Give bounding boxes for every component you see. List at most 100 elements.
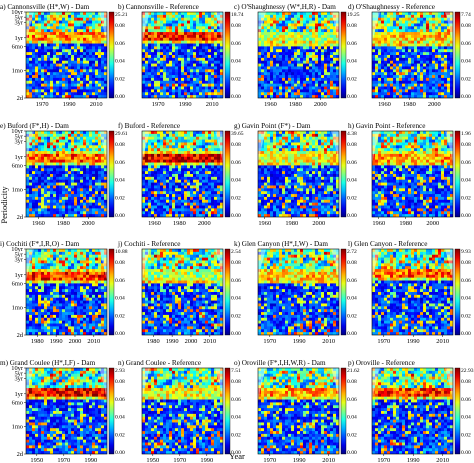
heatmap-cell xyxy=(393,23,397,27)
heatmap-cell xyxy=(166,139,170,143)
heatmap-cell xyxy=(92,136,96,140)
heatmap-cell xyxy=(142,191,146,195)
heatmap-cell xyxy=(199,92,203,96)
heatmap-cell xyxy=(175,159,179,163)
heatmap-cell xyxy=(29,208,33,212)
heatmap-cell xyxy=(261,37,265,42)
heatmap-cell xyxy=(38,66,42,70)
heatmap-cell xyxy=(408,43,412,47)
heatmap-cell xyxy=(38,60,42,64)
heatmap-cell xyxy=(163,92,167,96)
heatmap-cell xyxy=(26,29,30,33)
heatmap-cell xyxy=(65,136,69,140)
heatmap-cell xyxy=(432,49,436,53)
heatmap-cell xyxy=(53,176,57,181)
heatmap-cell xyxy=(208,179,212,183)
heatmap-cell xyxy=(217,66,221,70)
heatmap-cell xyxy=(315,92,319,96)
heatmap-cell xyxy=(294,49,298,53)
heatmap-cell xyxy=(282,20,286,24)
heatmap-cell xyxy=(83,57,87,62)
heatmap-cell xyxy=(172,89,176,93)
heatmap-cell xyxy=(47,55,51,59)
heatmap-cell xyxy=(148,159,152,163)
heatmap-cell xyxy=(303,55,307,59)
heatmap-cell xyxy=(95,194,99,198)
heatmap-cell xyxy=(258,43,262,47)
heatmap-cell xyxy=(148,211,152,215)
heatmap-cell xyxy=(291,69,295,73)
heatmap-cell xyxy=(405,72,409,76)
heatmap-cell xyxy=(315,34,319,39)
heatmap-cell xyxy=(303,29,307,33)
heatmap-cell xyxy=(423,77,427,82)
heatmap-cell xyxy=(184,23,188,27)
heatmap-cell xyxy=(47,83,51,87)
heatmap-cell xyxy=(172,191,176,195)
heatmap-cell xyxy=(154,153,158,158)
heatmap-cell xyxy=(211,202,215,206)
heatmap-cell xyxy=(104,60,107,64)
heatmap-cell xyxy=(378,66,382,70)
coi-right xyxy=(445,12,453,46)
heatmap-cell xyxy=(318,37,322,42)
coi-left xyxy=(142,131,150,165)
heatmap-cell xyxy=(77,55,81,59)
heatmap-cell xyxy=(211,153,215,158)
heatmap-cell xyxy=(83,46,87,50)
heatmap-cell xyxy=(44,151,48,155)
colorbar-tick-label: 0.08 xyxy=(115,23,125,29)
heatmap-cell xyxy=(208,214,212,217)
heatmap-cell xyxy=(202,89,206,93)
heatmap-cell xyxy=(26,202,30,206)
heatmap-cell xyxy=(381,83,385,87)
heatmap-cell xyxy=(282,92,286,96)
heatmap-cell xyxy=(387,60,391,64)
heatmap-cell xyxy=(44,165,48,169)
heatmap-cell xyxy=(95,86,99,90)
heatmap-cell xyxy=(86,208,90,212)
heatmap-cell xyxy=(29,72,33,76)
heatmap-cell xyxy=(327,12,331,16)
heatmap-cell xyxy=(330,14,334,19)
heatmap-cell xyxy=(435,37,439,42)
heatmap-cell xyxy=(196,176,200,181)
heatmap-cell xyxy=(315,29,319,33)
heatmap-cell xyxy=(450,86,453,90)
heatmap-cell xyxy=(80,176,84,181)
heatmap-cell xyxy=(190,159,194,163)
heatmap-cell xyxy=(288,23,292,27)
heatmap-cell xyxy=(83,196,87,201)
heatmap-cell xyxy=(157,151,161,155)
heatmap-cell xyxy=(178,139,182,143)
heatmap-cell xyxy=(38,148,42,152)
heatmap-cell xyxy=(405,69,409,73)
heatmap-cell xyxy=(101,153,105,158)
heatmap-cell xyxy=(56,20,60,24)
heatmap-cell xyxy=(29,60,33,64)
heatmap-cell xyxy=(423,20,427,24)
heatmap-cell xyxy=(184,214,188,217)
heatmap-cell xyxy=(77,145,81,149)
heatmap-cell xyxy=(80,37,84,42)
heatmap-cell xyxy=(47,52,51,56)
heatmap-cell xyxy=(50,182,54,186)
heatmap-cell xyxy=(414,75,418,79)
heatmap-cell xyxy=(77,153,81,158)
heatmap-cell xyxy=(53,131,57,135)
heatmap-cell xyxy=(199,148,203,152)
heatmap-cell xyxy=(444,20,448,24)
heatmap-cell xyxy=(318,86,322,90)
heatmap-cell xyxy=(74,46,78,50)
heatmap-cell xyxy=(53,145,57,149)
heatmap-cell xyxy=(32,29,36,33)
heatmap-cell xyxy=(26,168,30,172)
heatmap-cell xyxy=(169,32,173,36)
heatmap-cell xyxy=(35,92,39,96)
heatmap-cell xyxy=(175,148,179,152)
heatmap-cell xyxy=(26,83,30,87)
heatmap-cell xyxy=(202,17,206,21)
heatmap-cell xyxy=(193,26,197,30)
heatmap-cell xyxy=(300,86,304,90)
heatmap-cell xyxy=(178,151,182,155)
